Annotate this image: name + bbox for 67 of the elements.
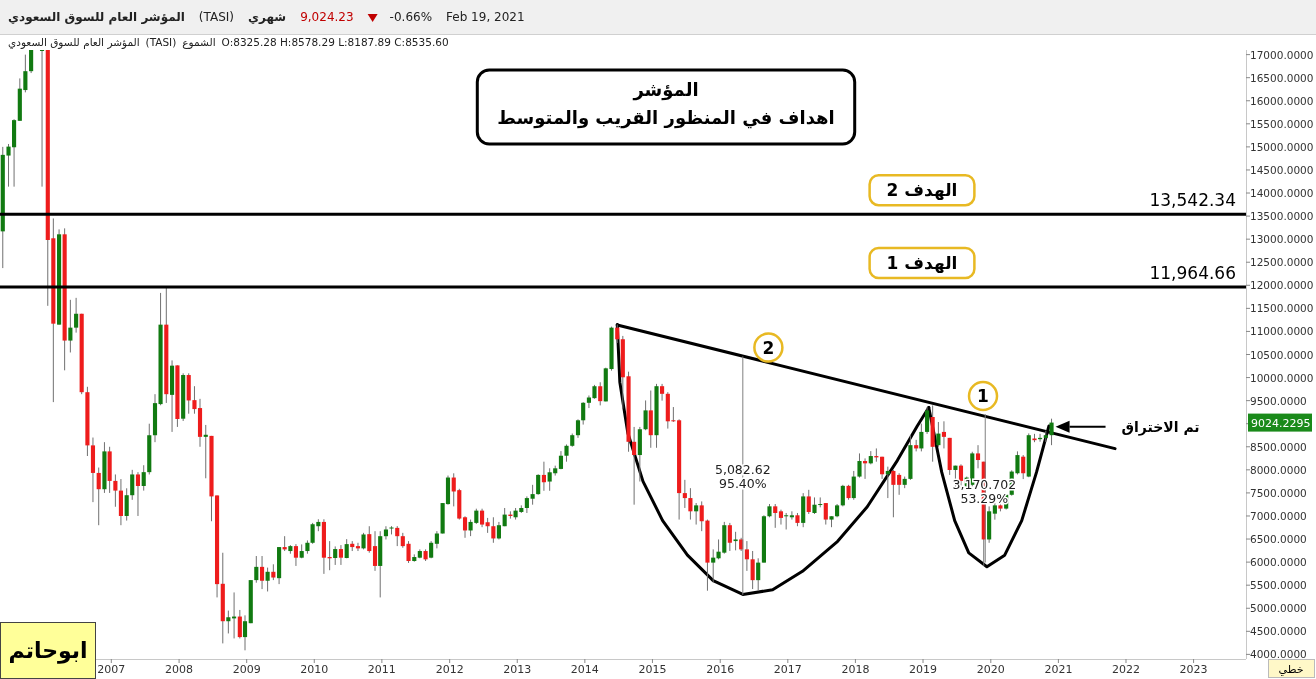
y-tick-label: 14500.0000 xyxy=(1250,163,1314,176)
y-tick-label: 11500.0000 xyxy=(1250,302,1314,315)
annotation: الهدف 1 xyxy=(886,252,958,274)
y-tick-label: 15000.0000 xyxy=(1250,140,1314,153)
text: Feb 19, 2021 xyxy=(446,10,525,24)
text: المؤشر العام للسوق السعودي xyxy=(8,10,185,25)
text: O:8325.28 H:8578.29 L:8187.89 C:8535.60 xyxy=(221,36,449,48)
x-tick-label: 2018 xyxy=(841,663,870,676)
x-tick-label: 2013 xyxy=(503,663,532,676)
y-tick-label: 4000.0000 xyxy=(1250,648,1307,661)
y-tick-label: 15500.0000 xyxy=(1250,117,1314,130)
y-tick-label: 6000.0000 xyxy=(1250,556,1307,569)
ref-line-label: 11,964.66 xyxy=(1149,262,1236,283)
x-tick-label: 2011 xyxy=(367,663,396,676)
title: المؤشر اهداف في المنظور القريب والمتوسط xyxy=(475,68,857,146)
y-tick-label: 17000.0000 xyxy=(1250,48,1314,61)
annotation: 1 xyxy=(977,386,989,407)
x-tick-label: 2023 xyxy=(1179,663,1208,676)
x-tick-label: 2015 xyxy=(638,663,667,676)
text: -0.66% xyxy=(389,10,433,24)
x-tick-label: 2016 xyxy=(706,663,735,676)
x-tick-label: 2019 xyxy=(909,663,938,676)
x-tick-label: 2007 xyxy=(97,663,126,676)
y-tick-label: 14000.0000 xyxy=(1250,187,1314,200)
y-tick-label: 13000.0000 xyxy=(1250,233,1314,246)
y-tick-label: 7500.0000 xyxy=(1250,486,1307,499)
y-tick-label: 6500.0000 xyxy=(1250,533,1307,546)
x-tick-label: 2014 xyxy=(570,663,599,676)
text: المؤشر العام للسوق السعودي xyxy=(8,36,140,49)
ref-line-label: 13,542.34 xyxy=(1149,190,1236,211)
annotation: الهدف 2 xyxy=(886,180,958,202)
y-tick-label: 12500.0000 xyxy=(1250,256,1314,269)
text: الشموع xyxy=(182,36,216,49)
annotation: ابوحاتم xyxy=(8,638,88,664)
y-tick-label: 9500.0000 xyxy=(1250,394,1307,407)
breakout-label: تم الاختراق xyxy=(1121,418,1200,435)
y-tick-label: 4500.0000 xyxy=(1250,625,1307,638)
price-tag: 9024.2295 xyxy=(1248,413,1312,432)
x-tick-label: 2008 xyxy=(165,663,194,676)
y-tick-label: 5500.0000 xyxy=(1250,579,1307,592)
x-tick-label: 2021 xyxy=(1044,663,1073,676)
y-tick-label: 12000.0000 xyxy=(1250,279,1314,292)
annotation: 1 xyxy=(967,380,999,412)
x-tick-label: 2020 xyxy=(976,663,1005,676)
x-tick-label: 2010 xyxy=(300,663,329,676)
text: (TASI) xyxy=(145,36,177,48)
annotation: 2 xyxy=(762,337,775,358)
x-tick-label: 2009 xyxy=(232,663,261,676)
y-tick-label: 16000.0000 xyxy=(1250,94,1314,107)
x-tick-label: 2022 xyxy=(1111,663,1140,676)
text: شهري xyxy=(247,10,287,24)
y-tick-label: 13500.0000 xyxy=(1250,210,1314,223)
text: 9,024.23 xyxy=(300,10,354,24)
text: (TASI) xyxy=(198,10,234,24)
annotation: 2 xyxy=(753,332,784,363)
y-tick-label: 11000.0000 xyxy=(1250,325,1314,338)
y-tick-label: 7000.0000 xyxy=(1250,509,1307,522)
x-tick-label: 2017 xyxy=(773,663,802,676)
y-tick-label: 5000.0000 xyxy=(1250,602,1307,615)
y-tick-label: 8500.0000 xyxy=(1250,440,1307,453)
x-tick-label: 2012 xyxy=(435,663,464,676)
stamp: ابوحاتم xyxy=(0,622,96,679)
y-tick-label: 16500.0000 xyxy=(1250,71,1314,84)
y-tick-label: 10500.0000 xyxy=(1250,348,1314,361)
y-tick-label: 10000.0000 xyxy=(1250,371,1314,384)
button: خطي xyxy=(1268,659,1315,678)
y-tick-label: 8000.0000 xyxy=(1250,463,1307,476)
